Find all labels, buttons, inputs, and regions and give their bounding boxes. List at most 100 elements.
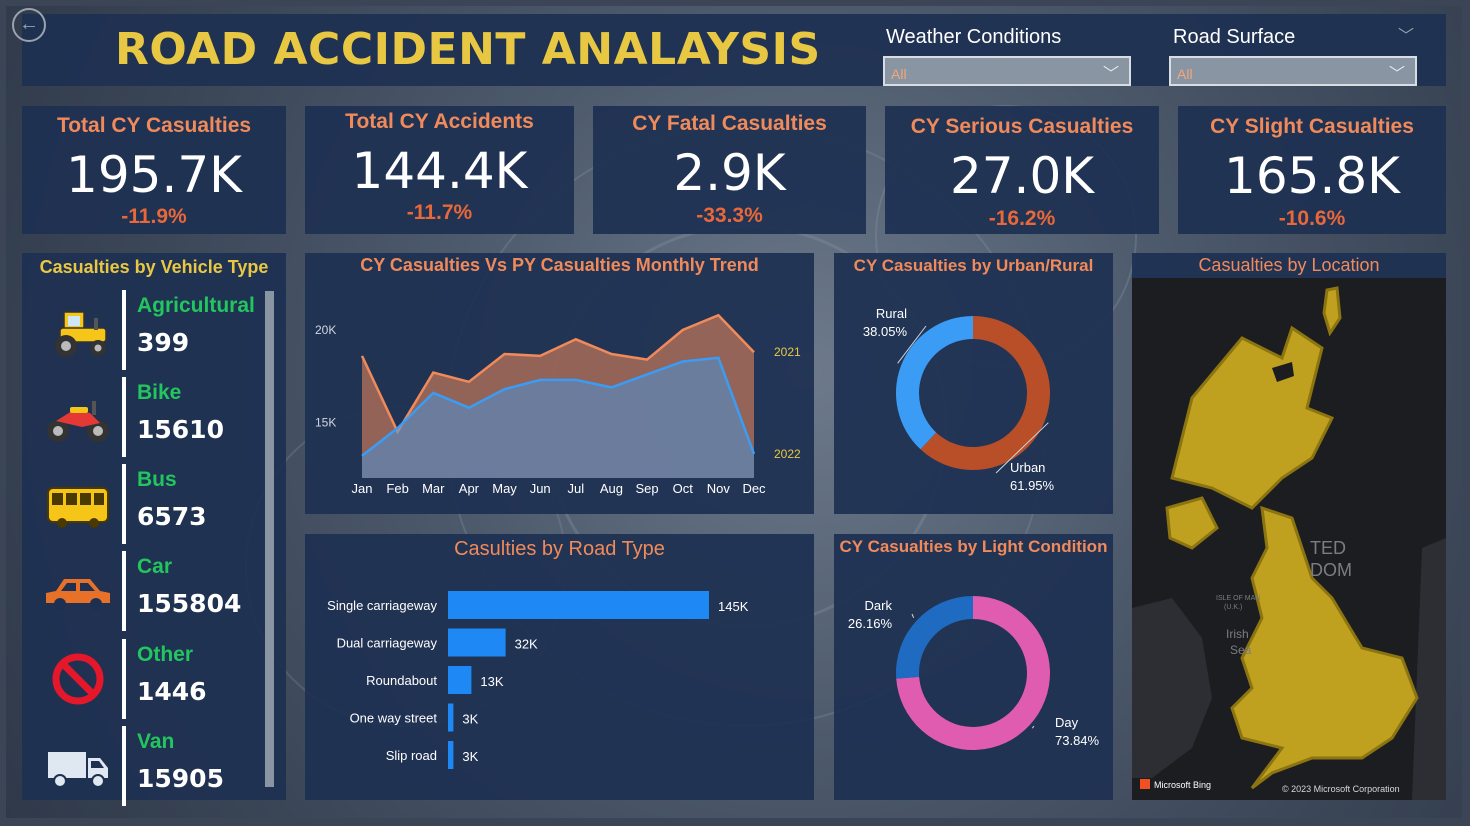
kpi-title: CY Fatal Casualties <box>632 112 827 135</box>
slice-label: Urban <box>1010 460 1045 475</box>
chevron-down-icon: ﹀ <box>1388 66 1405 83</box>
location-map[interactable]: TED DOM Irish Sea ISLE OF MAN (U.K.) Mic… <box>1132 278 1446 800</box>
vehicle-divider <box>122 464 126 544</box>
x-tick-label: May <box>492 481 517 496</box>
x-tick-label: Jun <box>530 481 551 496</box>
location-map-title: Casualties by Location <box>1198 255 1380 275</box>
motorbike-icon <box>47 401 109 442</box>
vehicle-divider <box>122 639 126 719</box>
vehicle-value: 6573 <box>137 502 207 531</box>
road-surface-options-icon[interactable]: ﹀ <box>1398 28 1415 45</box>
tractor-icon <box>55 311 107 357</box>
vehicle-list-scrollbar[interactable] <box>265 291 274 787</box>
back-button[interactable]: ← <box>12 8 46 42</box>
x-tick-label: Sep <box>636 481 659 496</box>
kpi-card-total-casualties: Total CY Casualties 195.7K -11.9% <box>22 106 286 234</box>
bar <box>448 741 454 769</box>
bar <box>448 591 709 619</box>
kpi-delta: -11.7% <box>406 201 473 224</box>
vehicle-value: 15610 <box>137 415 224 444</box>
vehicle-divider <box>122 290 126 370</box>
kpi-card-slight-casualties: CY Slight Casualties 165.8K -10.6% <box>1178 106 1446 234</box>
map-land-orkney <box>1272 362 1294 382</box>
kpi-title: CY Serious Casualties <box>910 115 1134 138</box>
kpi-card-serious-casualties: CY Serious Casualties 27.0K -16.2% <box>885 106 1159 234</box>
map-label-isle-of-man: ISLE OF MAN <box>1216 595 1260 602</box>
series-area-2022 <box>362 357 754 478</box>
vehicle-value: 399 <box>137 328 190 357</box>
car-icon <box>46 579 110 610</box>
bar <box>448 703 454 732</box>
category-label: One way street <box>350 711 438 726</box>
vehicle-row-agricultural: Agricultural 399 <box>22 290 272 370</box>
kpi-value: 165.8K <box>1224 147 1400 205</box>
bing-logo-icon <box>1140 779 1150 789</box>
vehicle-value: 15905 <box>137 764 224 793</box>
weather-filter-value: All <box>891 66 907 82</box>
category-label: Slip road <box>386 748 437 763</box>
bus-icon <box>47 487 109 528</box>
light-condition-title: CY Casualties by Light Condition <box>839 537 1108 556</box>
data-label: 145K <box>718 599 749 614</box>
slice-label: Dark <box>865 598 893 613</box>
kpi-value: 2.9K <box>673 144 786 202</box>
prohibited-icon <box>52 653 104 705</box>
kpi-delta: -16.2% <box>988 207 1056 230</box>
kpi-card-total-accidents: Total CY Accidents 144.4K -11.7% <box>305 106 574 234</box>
map-land-england-wales <box>1230 505 1419 790</box>
category-label: Single carriageway <box>327 598 437 613</box>
series-line-2022 <box>361 356 756 457</box>
map-label-irish: Irish <box>1226 627 1249 641</box>
series-line-2021 <box>360 313 755 435</box>
kpi-delta: -10.6% <box>1278 207 1346 230</box>
donut-slice-rural <box>896 316 973 450</box>
slice-percent: 26.16% <box>848 616 893 631</box>
map-land-shetland <box>1322 286 1342 337</box>
slice-percent: 73.84% <box>1055 733 1100 748</box>
map-bing-label: Microsoft Bing <box>1154 780 1211 790</box>
monthly-trend-panel: CY Casualties Vs PY Casualties Monthly T… <box>305 253 814 514</box>
series-end-label-2021: 2021 <box>774 345 801 359</box>
kpi-value: 195.7K <box>66 146 242 204</box>
x-tick-label: Oct <box>673 481 694 496</box>
road-surface-filter-dropdown[interactable]: All ﹀ <box>1169 56 1417 86</box>
road-type-panel: Casulties by Road Type Single carriagewa… <box>305 534 814 800</box>
kpi-delta: -33.3% <box>696 204 763 227</box>
light-condition-donut: Day 73.84% Dark 26.16% <box>848 596 1100 750</box>
urban-rural-panel: CY Casualties by Urban/Rural Urban 61.95%… <box>834 253 1113 514</box>
x-tick-label: Dec <box>742 481 766 496</box>
slice-label: Day <box>1055 715 1079 730</box>
x-tick-label: Nov <box>707 481 731 496</box>
x-tick-label: Jan <box>352 481 373 496</box>
leader-line <box>897 325 927 364</box>
vehicle-type-panel: Casualties by Vehicle Type Agricultural … <box>22 253 286 806</box>
leader-line <box>911 613 915 619</box>
page-title: ROAD ACCIDENT ANALAYSIS <box>115 24 821 75</box>
vehicle-row-bike: Bike 15610 <box>22 377 272 457</box>
location-map-panel: Casualties by Location TED DOM Irish Sea… <box>1132 253 1446 800</box>
kpi-title: Total CY Casualties <box>56 114 252 137</box>
monthly-trend-title: CY Casualties Vs PY Casualties Monthly T… <box>360 255 759 275</box>
weather-filter-dropdown[interactable]: All ﹀ <box>883 56 1131 86</box>
map-land-ireland <box>1132 598 1212 778</box>
x-tick-label: Apr <box>459 481 480 496</box>
slice-label: Rural <box>876 306 907 321</box>
category-label: Roundabout <box>366 673 437 688</box>
map-label-ted: TED <box>1310 538 1346 558</box>
bar <box>448 628 506 657</box>
bar <box>448 666 472 694</box>
urban-rural-title: CY Casualties by Urban/Rural <box>853 256 1094 275</box>
vehicle-row-other: Other 1446 <box>22 639 272 719</box>
vehicle-label: Bike <box>137 381 182 404</box>
kpi-value: 144.4K <box>351 142 528 200</box>
map-land-europe <box>1412 538 1446 800</box>
vehicle-divider <box>122 377 126 457</box>
category-label: Dual carriageway <box>337 636 438 651</box>
road-surface-filter-value: All <box>1177 66 1193 82</box>
data-label: 3K <box>462 712 478 727</box>
road-surface-filter-label: Road Surface <box>1173 26 1296 48</box>
road-type-title: Casulties by Road Type <box>454 538 665 560</box>
vehicle-value: 155804 <box>137 589 242 618</box>
vehicle-label: Bus <box>137 468 177 491</box>
van-icon <box>48 752 108 788</box>
